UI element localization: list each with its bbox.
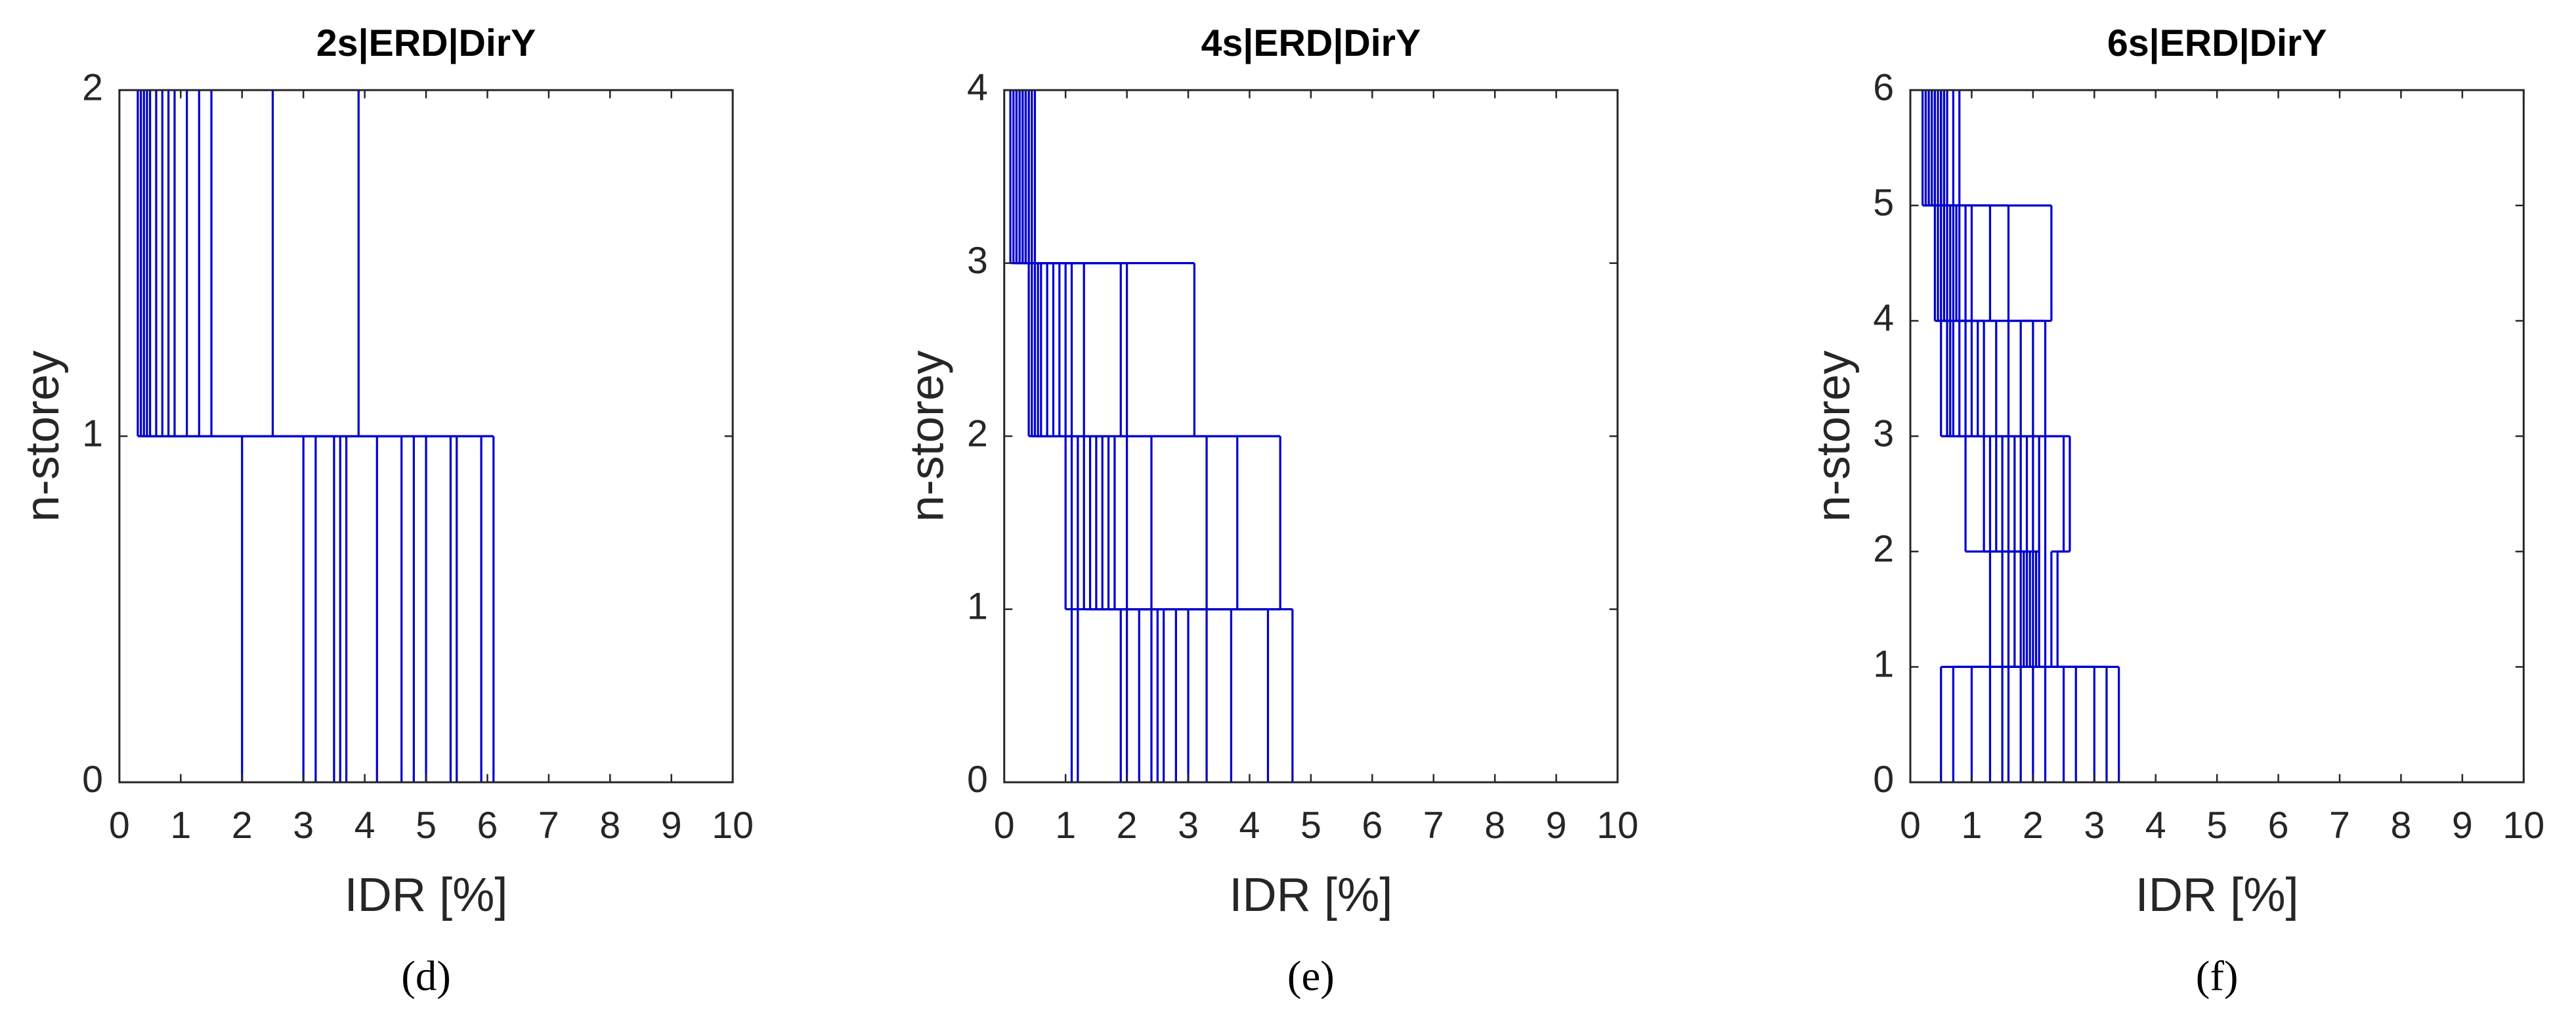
x-tick-label: 0 <box>109 805 130 847</box>
y-tick-label: 5 <box>1873 182 1894 224</box>
y-tick-label: 2 <box>967 412 988 454</box>
x-tick-label: 7 <box>2329 805 2350 847</box>
y-tick-label: 3 <box>1873 412 1894 454</box>
x-tick-label: 10 <box>712 805 754 847</box>
x-axis-label: IDR [%] <box>2136 869 2299 921</box>
y-tick-label: 6 <box>1873 66 1894 108</box>
y-axis-label: n-storey <box>1807 351 1860 522</box>
x-tick-label: 7 <box>538 805 559 847</box>
y-tick-label: 0 <box>967 759 988 801</box>
x-tick-label: 10 <box>2502 805 2544 847</box>
x-tick-label: 2 <box>1117 805 1138 847</box>
x-tick-label: 8 <box>599 805 620 847</box>
x-tick-label: 3 <box>2084 805 2105 847</box>
y-tick-label: 3 <box>967 240 988 282</box>
y-tick-label: 0 <box>82 759 103 801</box>
x-axis-label: IDR [%] <box>1229 869 1392 921</box>
x-tick-label: 6 <box>1362 805 1383 847</box>
x-tick-label: 4 <box>354 805 376 847</box>
x-tick-label: 8 <box>2390 805 2411 847</box>
x-tick-label: 10 <box>1597 805 1639 847</box>
x-tick-label: 4 <box>2145 805 2166 847</box>
y-tick-label: 2 <box>1873 528 1894 570</box>
x-tick-label: 7 <box>1423 805 1444 847</box>
x-tick-label: 3 <box>1178 805 1199 847</box>
x-tick-label: 4 <box>1239 805 1260 847</box>
x-tick-label: 1 <box>170 805 191 847</box>
x-tick-label: 0 <box>1900 805 1921 847</box>
x-tick-label: 5 <box>416 805 437 847</box>
x-tick-label: 8 <box>1484 805 1505 847</box>
y-axis-label: n-storey <box>16 351 69 522</box>
y-tick-label: 1 <box>967 586 988 628</box>
x-tick-label: 9 <box>661 805 682 847</box>
x-tick-label: 2 <box>2023 805 2044 847</box>
chart-title: 4s|ERD|DirY <box>1201 22 1421 64</box>
y-tick-label: 4 <box>1873 298 1894 340</box>
x-tick-label: 9 <box>1546 805 1567 847</box>
chart-title: 6s|ERD|DirY <box>2107 22 2327 64</box>
panel-label: (d) <box>401 952 451 1000</box>
y-tick-label: 0 <box>1873 759 1894 801</box>
y-tick-label: 1 <box>82 412 103 454</box>
x-tick-label: 2 <box>232 805 253 847</box>
y-tick-label: 4 <box>967 66 988 108</box>
x-tick-label: 6 <box>477 805 498 847</box>
x-axis-label: IDR [%] <box>345 869 508 921</box>
x-tick-label: 1 <box>1055 805 1076 847</box>
x-tick-label: 9 <box>2452 805 2473 847</box>
panel-label: (e) <box>1287 952 1335 1000</box>
x-tick-label: 6 <box>2268 805 2289 847</box>
x-tick-label: 5 <box>1300 805 1321 847</box>
x-tick-label: 3 <box>293 805 314 847</box>
y-tick-label: 1 <box>1873 644 1894 686</box>
chart-title: 2s|ERD|DirY <box>316 22 536 64</box>
y-axis-label: n-storey <box>901 351 954 522</box>
y-tick-label: 2 <box>82 66 103 108</box>
x-tick-label: 1 <box>1961 805 1982 847</box>
x-tick-label: 5 <box>2206 805 2227 847</box>
x-tick-label: 0 <box>994 805 1015 847</box>
panel-label: (f) <box>2196 952 2239 1000</box>
